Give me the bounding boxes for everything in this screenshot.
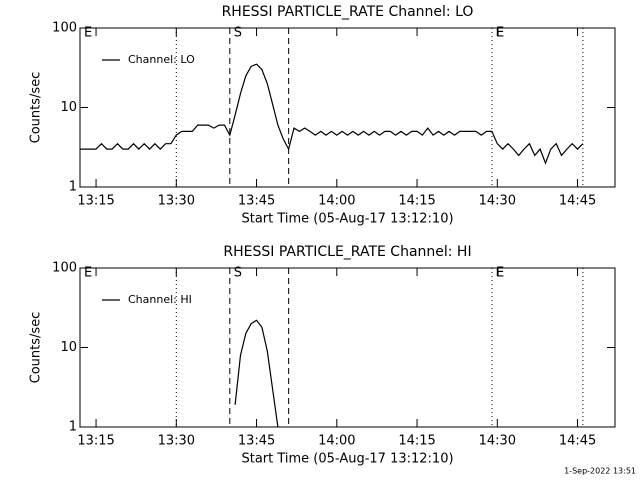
marker-label: E <box>496 26 504 41</box>
x-tick-label: 13:15 <box>77 194 114 209</box>
y-tick-label: 100 <box>52 21 77 36</box>
y-tick-label: 10 <box>60 100 77 115</box>
marker-label: E <box>84 266 92 281</box>
y-tick-label: 100 <box>52 261 77 276</box>
x-tick-label: 14:30 <box>479 434 516 449</box>
x-tick-label: 13:30 <box>158 434 195 449</box>
x-axis-label: Start Time (05-Aug-17 13:12:10) <box>241 212 453 227</box>
x-tick-label: 14:45 <box>559 434 596 449</box>
data-line <box>234 319 279 428</box>
x-axis-label: Start Time (05-Aug-17 13:12:10) <box>241 452 453 467</box>
x-tick-label: 14:15 <box>398 434 435 449</box>
y-tick-label: 1 <box>69 420 77 435</box>
data-line <box>80 63 584 165</box>
legend-label: Channel: HI <box>128 293 192 306</box>
y-tick-label: 10 <box>60 340 77 355</box>
marker-label: E <box>496 266 504 281</box>
x-tick-label: 13:15 <box>77 434 114 449</box>
y-axis-label: Counts/sec <box>29 72 44 144</box>
chart-title: RHESSI PARTICLE_RATE Channel: LO <box>222 4 474 20</box>
x-tick-label: 13:45 <box>238 434 275 449</box>
x-tick-label: 14:00 <box>318 194 355 209</box>
y-tick-label: 1 <box>69 180 77 195</box>
x-tick-label: 13:30 <box>158 194 195 209</box>
x-tick-label: 13:45 <box>238 194 275 209</box>
marker-label: E <box>84 26 92 41</box>
marker-label: S <box>234 26 242 41</box>
chart-title: RHESSI PARTICLE_RATE Channel: HI <box>223 244 471 260</box>
y-axis-label: Counts/sec <box>29 312 44 384</box>
marker-label: S <box>234 266 242 281</box>
x-tick-label: 14:45 <box>559 194 596 209</box>
x-tick-label: 14:30 <box>479 194 516 209</box>
x-tick-label: 14:00 <box>318 434 355 449</box>
legend-label: Channel: LO <box>128 53 195 66</box>
x-tick-label: 14:15 <box>398 194 435 209</box>
footer: 1-Sep-2022 13:51 <box>564 467 636 476</box>
